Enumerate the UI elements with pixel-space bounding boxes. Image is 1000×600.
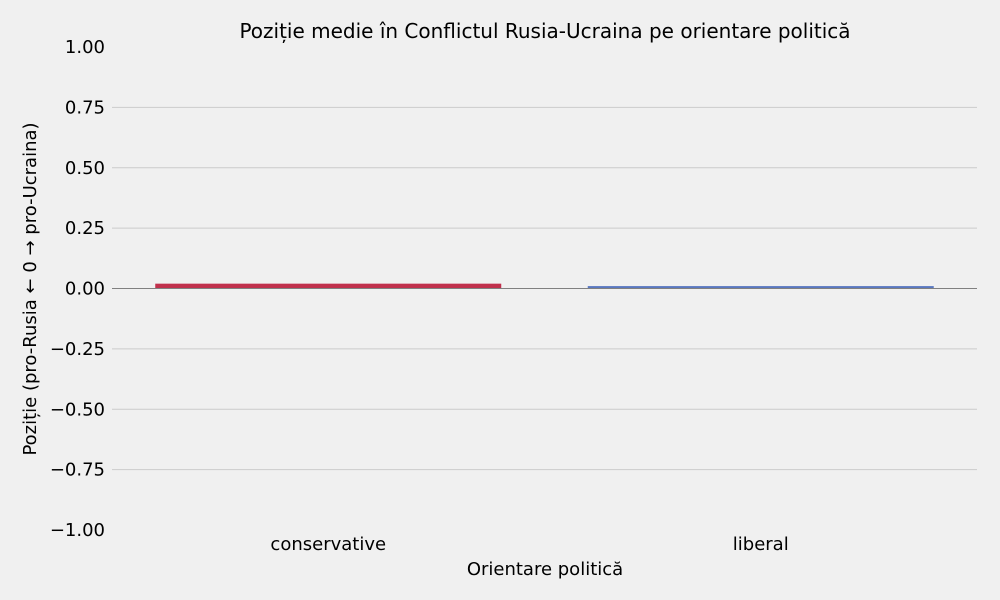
y-tick-label: 0.50 [65,158,105,179]
y-tick-label: −0.75 [50,460,105,481]
x-tick-label: conservative [270,534,386,555]
bar-liberal [587,286,934,289]
x-tick-label: liberal [733,534,789,555]
y-tick-label: −0.25 [50,339,105,360]
y-axis-label: Poziție (pro-Rusia ← 0 → pro-Ucraina) [20,122,41,455]
y-tick-label: 0.00 [65,279,105,300]
bar-conservative [155,283,502,289]
y-axis-ticks: 1.00 0.75 0.50 0.25 0.00 −0.25 −0.50 −0.75 −1.00 [50,37,105,541]
chart-title: Poziție medie în Conflictul Rusia-Ucrain… [239,19,850,43]
y-tick-label: 1.00 [65,37,105,58]
x-axis-ticks: conservative liberal [270,534,788,555]
y-tick-label: −0.50 [50,399,105,420]
y-tick-label: −1.00 [50,520,105,541]
x-axis-label: Orientare politică [467,559,623,580]
y-tick-label: 0.75 [65,97,105,118]
y-tick-label: 0.25 [65,218,105,239]
bars [155,283,934,289]
grid [112,106,977,471]
